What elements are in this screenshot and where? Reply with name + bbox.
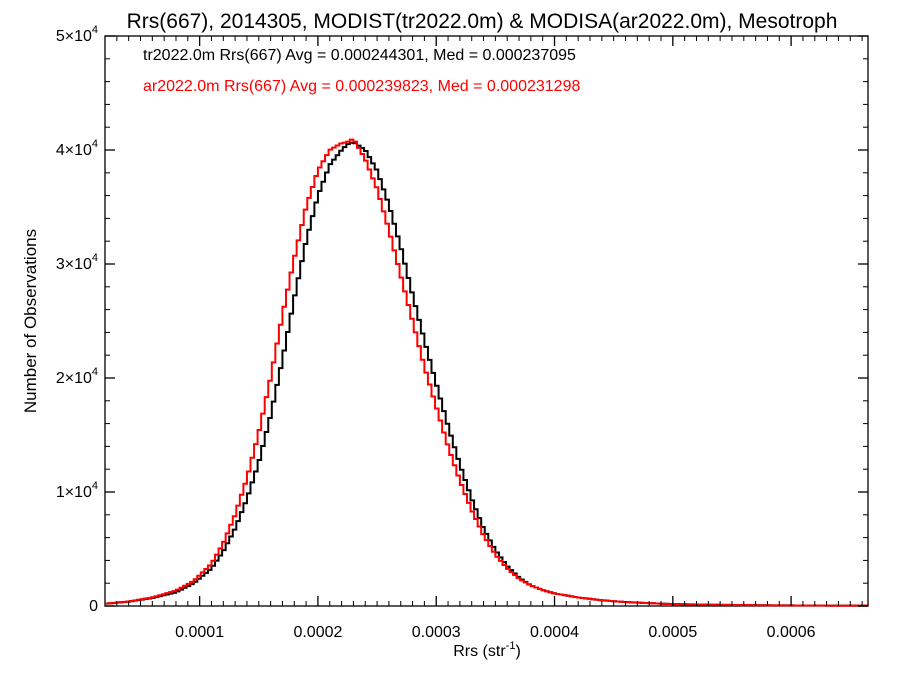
x-tick-label: 0.0006	[767, 624, 816, 641]
x-tick-label: 0.0001	[175, 624, 224, 641]
y-tick-label: 5×104	[56, 24, 98, 45]
axis-ticks: 0.0001 0.0002 0.0003 0.0004 0.0005 0.0006 0 1×1…	[56, 24, 868, 641]
chart-title: Rrs(667), 2014305, MODIST(tr2022.0m) & M…	[127, 10, 838, 33]
x-tick-label: 0.0004	[530, 624, 579, 641]
y-tick-label: 3×104	[56, 252, 98, 273]
x-tick-label: 0.0002	[293, 624, 342, 641]
y-tick-label: 1×104	[56, 480, 98, 501]
series-line-red	[105, 138, 869, 607]
annotation-black: tr2022.0m Rrs(667) Avg = 0.000244301, Me…	[143, 47, 576, 64]
y-axis-label: Number of Observations	[21, 229, 40, 413]
y-tick-label: 0	[89, 598, 98, 615]
annotation-red: ar2022.0m Rrs(667) Avg = 0.000239823, Me…	[143, 78, 580, 95]
y-tick-label: 2×104	[56, 366, 98, 387]
series-group	[105, 138, 869, 607]
x-tick-label: 0.0005	[648, 624, 697, 641]
series-line-black	[105, 141, 869, 607]
plot-frame	[104, 35, 869, 607]
x-tick-label: 0.0003	[412, 624, 461, 641]
x-axis-label: Rrs (str-1)	[453, 640, 521, 660]
y-tick-label: 4×104	[56, 138, 98, 159]
